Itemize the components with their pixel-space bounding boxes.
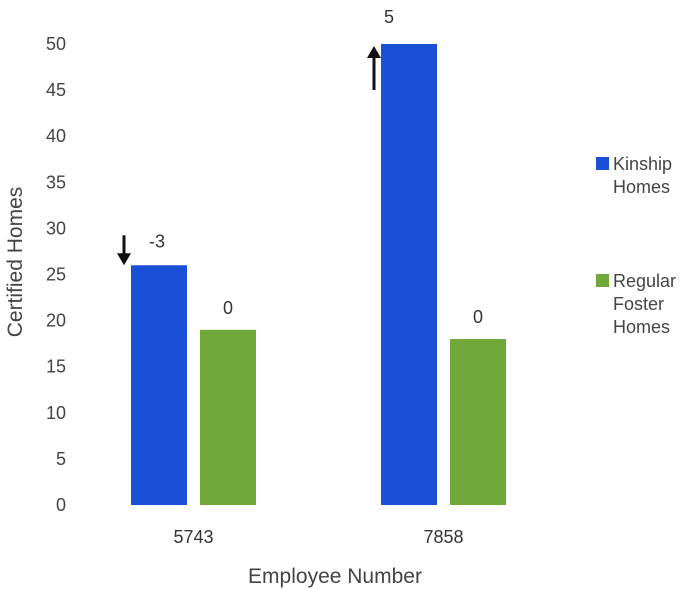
y-axis-label: Certified Homes (4, 187, 27, 338)
bar-kinship-7858 (381, 44, 437, 505)
x-tick-label: 5743 (173, 527, 213, 547)
legend-label-kinship: Kinship Homes (613, 154, 673, 197)
data-label: 0 (473, 307, 483, 327)
y-tick-label: 10 (46, 403, 66, 423)
y-tick-label: 45 (46, 80, 66, 100)
y-tick-label: 50 (46, 34, 66, 54)
legend-label-regular-foster: Regular Foster Homes (613, 271, 677, 337)
bar-kinship-5743 (131, 265, 187, 505)
up-arrow-icon (367, 46, 381, 90)
bar-regular-foster-7858 (450, 339, 506, 505)
legend-swatch-regular-foster (596, 274, 609, 287)
y-tick-label: 0 (56, 495, 66, 515)
data-label: 0 (223, 298, 233, 318)
data-label: 5 (384, 7, 394, 27)
y-axis-ticks: 0 5 10 15 20 25 30 35 40 45 50 (46, 34, 66, 515)
bar-regular-foster-5743 (200, 329, 256, 505)
data-label: -3 (149, 231, 165, 251)
y-tick-label: 30 (46, 218, 66, 238)
y-tick-label: 40 (46, 126, 66, 146)
legend-swatch-kinship (596, 157, 609, 170)
x-tick-label: 7858 (423, 527, 463, 547)
y-tick-label: 20 (46, 311, 66, 331)
x-axis-ticks: 5743 7858 (173, 527, 463, 547)
bars: -3 0 5 0 (117, 7, 506, 505)
y-tick-label: 5 (56, 449, 66, 469)
down-arrow-icon (117, 235, 131, 266)
y-tick-label: 25 (46, 265, 66, 285)
y-tick-label: 35 (46, 172, 66, 192)
x-axis-label: Employee Number (248, 565, 422, 588)
y-tick-label: 15 (46, 357, 66, 377)
